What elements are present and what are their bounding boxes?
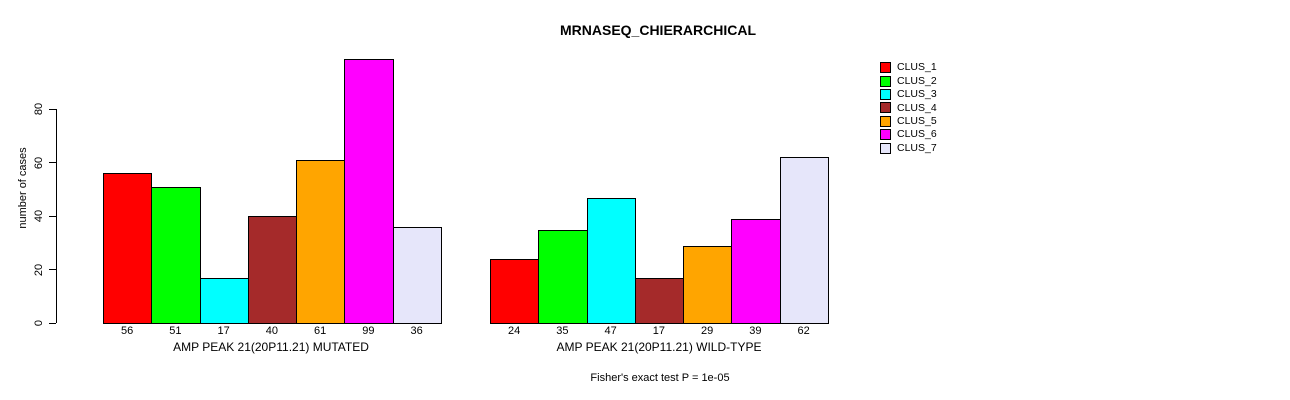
bar-value-label: 40 bbox=[265, 325, 278, 337]
legend-swatch-icon bbox=[880, 102, 891, 114]
bar-value-label: 35 bbox=[556, 325, 569, 337]
y-axis-tick bbox=[49, 108, 56, 110]
y-axis-tick bbox=[49, 269, 56, 271]
y-axis-tick-label: 20 bbox=[33, 263, 45, 276]
legend-item: CLUS_6 bbox=[880, 128, 937, 141]
bar-clus_6 bbox=[344, 58, 394, 324]
legend-swatch-icon bbox=[880, 115, 891, 127]
legend-swatch-icon bbox=[880, 129, 891, 141]
y-axis-tick bbox=[49, 215, 56, 217]
legend-label: CLUS_1 bbox=[897, 61, 937, 74]
bar-clus_6 bbox=[731, 218, 781, 324]
bar-clus_4 bbox=[247, 216, 297, 324]
bar-clus_2 bbox=[538, 229, 588, 324]
group-label-wildtype: AMP PEAK 21(20P11.21) WILD-TYPE bbox=[556, 340, 762, 354]
y-axis-tick-label: 80 bbox=[33, 103, 45, 116]
legend-item: CLUS_2 bbox=[880, 74, 937, 87]
legend-label: CLUS_7 bbox=[897, 141, 937, 154]
bar-clus_2 bbox=[151, 186, 201, 324]
bar-value-label: 17 bbox=[652, 325, 665, 337]
bar-clus_5 bbox=[296, 160, 346, 324]
legend-label: CLUS_3 bbox=[897, 88, 937, 101]
legend-swatch-icon bbox=[880, 62, 891, 74]
footnote-pvalue: Fisher's exact test P = 1e-05 bbox=[590, 372, 730, 384]
legend-swatch-icon bbox=[880, 142, 891, 154]
bar-clus_5 bbox=[683, 245, 733, 324]
bar-value-label: 61 bbox=[314, 325, 327, 337]
bar-clus_1 bbox=[490, 258, 540, 324]
bar-clus_4 bbox=[634, 277, 684, 324]
y-axis-tick bbox=[49, 162, 56, 164]
legend-swatch-icon bbox=[880, 88, 891, 100]
legend-item: CLUS_3 bbox=[880, 88, 937, 101]
group-label-mutated: AMP PEAK 21(20P11.21) MUTATED bbox=[173, 340, 369, 354]
legend-label: CLUS_6 bbox=[897, 128, 937, 141]
legend-item: CLUS_1 bbox=[880, 61, 937, 74]
y-axis-tick-label: 0 bbox=[33, 319, 45, 327]
y-axis-label: number of cases bbox=[17, 147, 29, 229]
y-axis-tick-label: 40 bbox=[33, 210, 45, 223]
bar-clus_3 bbox=[586, 197, 636, 324]
bar-value-label: 24 bbox=[508, 325, 521, 337]
legend-item: CLUS_4 bbox=[880, 101, 937, 114]
bar-clus_3 bbox=[199, 277, 249, 324]
bar-value-label: 39 bbox=[749, 325, 762, 337]
bar-clus_1 bbox=[103, 173, 153, 324]
legend-label: CLUS_5 bbox=[897, 115, 937, 127]
bar-clus_7 bbox=[779, 157, 829, 324]
y-axis-line bbox=[56, 109, 57, 323]
legend-item: CLUS_7 bbox=[880, 141, 937, 154]
bar-value-label: 56 bbox=[121, 325, 134, 337]
y-axis-tick bbox=[49, 322, 56, 324]
legend-label: CLUS_2 bbox=[897, 74, 937, 87]
chart-title: MRNASEQ_CHIERARCHICAL bbox=[559, 22, 757, 38]
legend-label: CLUS_4 bbox=[897, 101, 937, 114]
bar-value-label: 99 bbox=[362, 325, 375, 337]
bar-value-label: 51 bbox=[169, 325, 182, 337]
y-axis-tick-label: 60 bbox=[33, 156, 45, 169]
bar-value-label: 29 bbox=[701, 325, 714, 337]
bar-value-label: 36 bbox=[410, 325, 423, 337]
bar-value-label: 47 bbox=[604, 325, 617, 337]
bar-value-label: 62 bbox=[797, 325, 810, 337]
legend: CLUS_1 CLUS_2 CLUS_3 CLUS_4 CLUS_5 CLUS_6 CLUS… bbox=[880, 61, 937, 155]
bar-value-label: 17 bbox=[217, 325, 230, 337]
legend-item: CLUS_5 bbox=[880, 115, 937, 128]
legend-swatch-icon bbox=[880, 75, 891, 87]
bar-clus_7 bbox=[392, 226, 442, 324]
